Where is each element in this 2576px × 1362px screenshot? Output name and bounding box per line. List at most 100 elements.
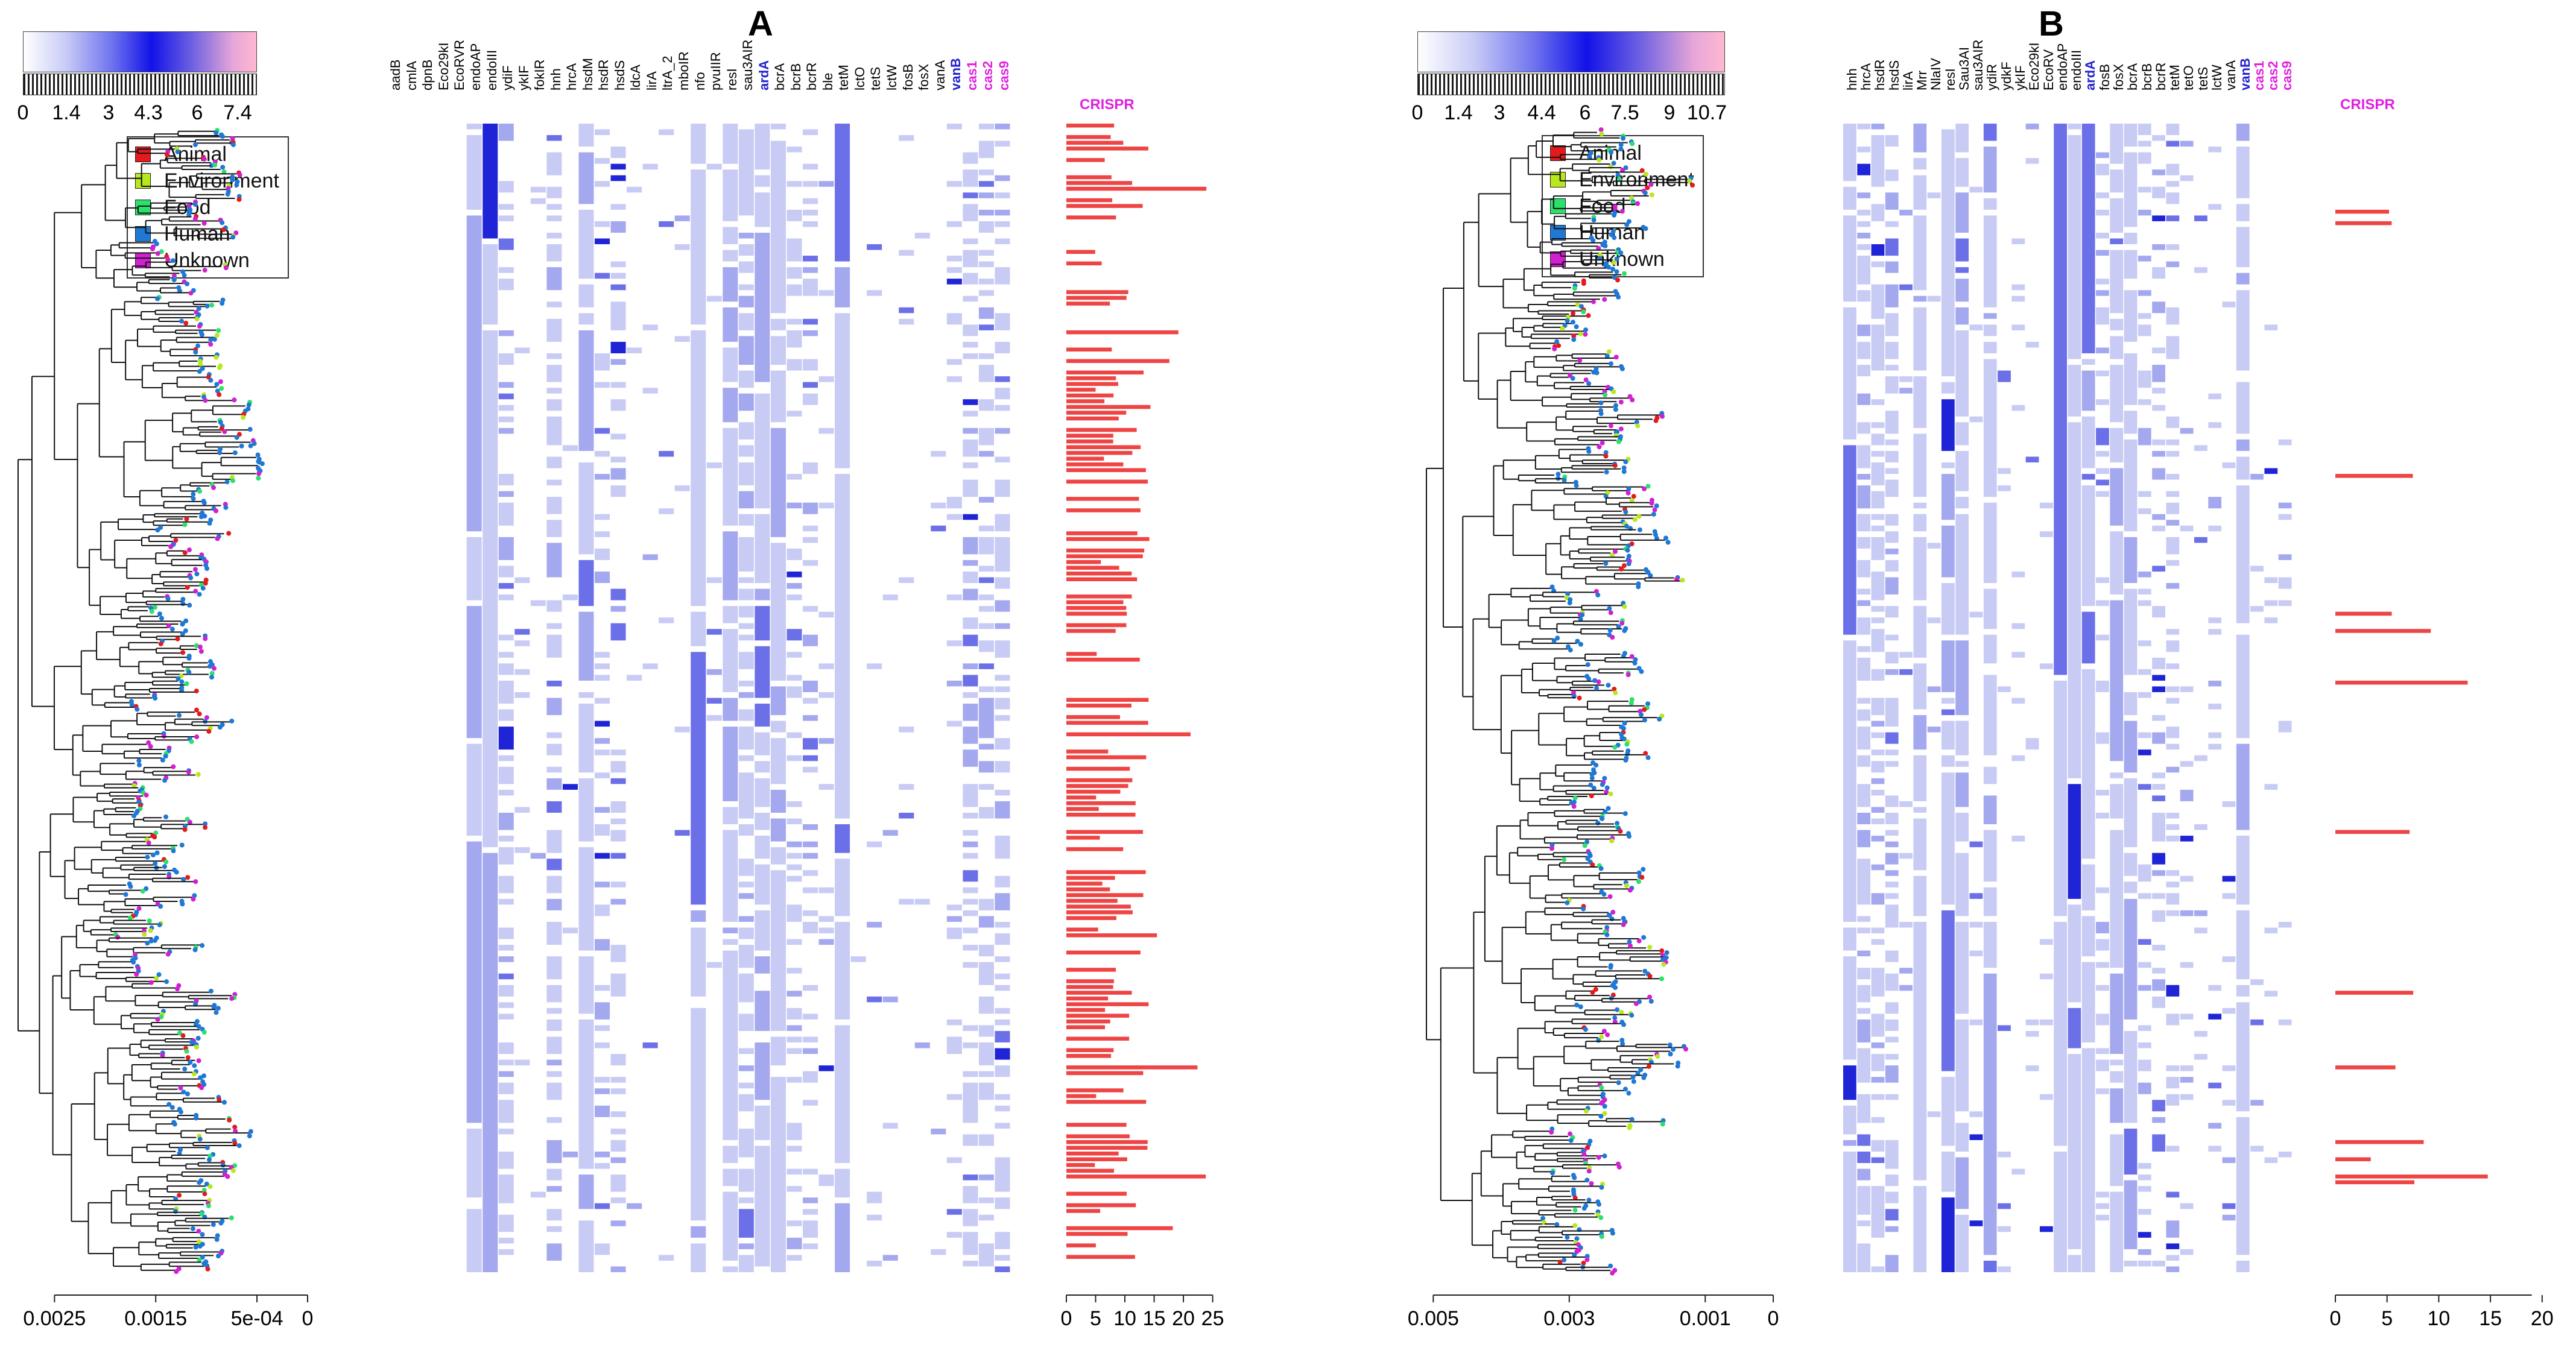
heatmap-cell xyxy=(691,124,706,164)
tree-tip xyxy=(1613,355,1619,360)
tree-tip xyxy=(180,1033,186,1038)
heatmap-cell xyxy=(546,698,562,716)
heatmap-cell xyxy=(2138,640,2151,646)
tree-tip xyxy=(178,1109,183,1115)
tree-tip xyxy=(206,729,212,734)
heatmap-cell xyxy=(2096,634,2109,641)
heatmap-cell xyxy=(818,290,834,296)
tree-tip xyxy=(209,675,215,680)
heatmap-cell xyxy=(978,427,994,446)
heatmap-cell xyxy=(1871,244,1885,256)
heatmap-cell xyxy=(2166,1191,2180,1198)
heatmap-column-header: vanB xyxy=(2237,58,2253,90)
tree-tip xyxy=(1608,423,1613,429)
heatmap-b xyxy=(1843,124,2292,1272)
crispr-bar xyxy=(1066,577,1138,581)
heatmap-cell xyxy=(514,669,530,675)
heatmap-cell xyxy=(2138,1186,2151,1192)
heatmap-cell xyxy=(2250,1146,2264,1152)
heatmap-column-header: lirA xyxy=(1900,71,1916,90)
heatmap-cell xyxy=(803,853,818,859)
heatmap-cell xyxy=(963,411,978,417)
colorbar-b-tick: 10.7 xyxy=(1686,101,1727,124)
crispr-bar xyxy=(1066,301,1110,306)
heatmap-cell xyxy=(1955,238,1969,262)
heatmap-cell xyxy=(995,388,1010,400)
heatmap-cell xyxy=(995,738,1010,750)
tree-tip xyxy=(1630,201,1636,206)
heatmap-cell xyxy=(2054,124,2067,675)
heatmap-cell xyxy=(1857,209,1871,216)
heatmap-cell xyxy=(610,1266,626,1272)
crispr-label: CRISPR xyxy=(2340,96,2395,113)
heatmap-cell xyxy=(498,1151,514,1169)
colorbar-a-tick: 0 xyxy=(17,101,29,124)
tree-tip xyxy=(186,655,192,661)
tree-tip xyxy=(1608,361,1613,367)
heatmap-cell xyxy=(610,945,626,962)
heatmap-cell xyxy=(914,232,930,239)
heatmap-cell xyxy=(2096,491,2109,497)
heatmap-cell xyxy=(818,939,834,945)
heatmap-cell xyxy=(818,887,834,894)
heatmap-cell xyxy=(1871,749,1885,755)
tree-tip xyxy=(1589,775,1595,781)
heatmap-cell xyxy=(498,393,514,400)
tree-tip xyxy=(201,156,207,162)
heatmap-cell xyxy=(770,336,786,365)
heatmap-cell xyxy=(546,456,562,468)
heatmap-cell xyxy=(1885,135,1899,147)
heatmap-cell xyxy=(1871,789,1885,796)
heatmap-cell xyxy=(978,686,994,692)
tree-tip xyxy=(186,547,192,553)
tree-tip xyxy=(1612,1015,1618,1021)
heatmap-cell xyxy=(2025,1065,2039,1071)
heatmap-cell xyxy=(562,927,578,934)
heatmap-column-header: ydkF xyxy=(1998,61,2014,90)
tree-tip xyxy=(166,623,171,629)
heatmap-cell xyxy=(1941,709,1955,716)
tree-tip xyxy=(1607,628,1613,633)
heatmap-cell xyxy=(1969,841,1983,848)
tree-tip xyxy=(215,1006,221,1011)
tree-tip xyxy=(1598,127,1604,133)
heatmap-cell xyxy=(498,766,514,784)
heatmap-cell xyxy=(2011,324,2025,330)
heatmap-cell xyxy=(995,1255,1010,1261)
tree-tip xyxy=(1606,265,1612,270)
crispr-bar xyxy=(2335,629,2431,633)
heatmap-cell xyxy=(963,727,978,744)
heatmap-cell xyxy=(466,1209,482,1272)
tree-tip xyxy=(1608,965,1613,970)
heatmap-cell xyxy=(546,135,562,141)
tree-tip xyxy=(230,136,235,141)
heatmap-cell xyxy=(995,1266,1010,1272)
heatmap-cell xyxy=(1899,284,1913,291)
heatmap-cell xyxy=(1885,531,1899,543)
tree-tip xyxy=(195,343,201,348)
tree-tip xyxy=(1551,638,1557,643)
colorbar-a-tick: 1.4 xyxy=(52,101,81,124)
heatmap-cell xyxy=(498,566,514,578)
heatmap-cell xyxy=(1913,376,1927,428)
tree-tip xyxy=(1565,318,1570,324)
heatmap-cell xyxy=(723,347,738,382)
heatmap-cell xyxy=(1843,1151,1856,1272)
heatmap-cell xyxy=(835,859,850,916)
heatmap-cell xyxy=(738,1255,754,1272)
heatmap-cell xyxy=(803,1071,818,1083)
heatmap-cell xyxy=(803,766,818,773)
heatmap-cell xyxy=(546,1209,562,1221)
heatmap-cell xyxy=(578,611,594,681)
heatmap-cell xyxy=(770,686,786,716)
tree-tip xyxy=(1619,566,1624,572)
heatmap-cell xyxy=(546,921,562,945)
heatmap-cell xyxy=(818,181,834,187)
tree-tip xyxy=(1628,701,1634,706)
tree-tip xyxy=(1607,606,1612,611)
heatmap-cell xyxy=(995,1197,1010,1209)
heatmap-cell xyxy=(1955,853,1969,916)
heatmap-cell xyxy=(498,1100,514,1123)
heatmap-cell xyxy=(723,388,738,423)
heatmap-cell xyxy=(803,163,818,170)
